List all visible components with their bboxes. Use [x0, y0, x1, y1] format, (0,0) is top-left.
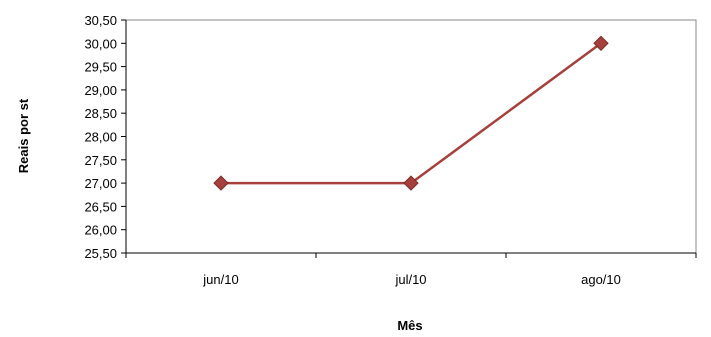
y-tick-label: 27,50: [84, 153, 117, 168]
y-tick-label: 25,50: [84, 246, 117, 261]
data-point-marker: [593, 35, 609, 52]
y-axis-title: Reais por st: [16, 98, 31, 173]
data-point-marker: [213, 175, 229, 191]
plot-frame: [125, 19, 697, 254]
y-axis-ticks: 25,50 26,00 26,50 27,00 27,50 28,00 28,50 29,00…: [84, 13, 126, 261]
y-tick-label: 30,00: [84, 36, 117, 51]
x-tick-label: ago/10: [581, 272, 621, 287]
series-group: [213, 35, 609, 191]
y-tick-label: 27,00: [84, 176, 117, 191]
y-tick-label: 28,00: [84, 130, 117, 145]
y-tick-label: 28,50: [84, 106, 117, 121]
y-tick-label: 29,50: [84, 60, 117, 75]
series-line: [221, 42, 602, 185]
y-tick-label: 29,00: [84, 83, 117, 98]
x-axis-ticks: jun/10 jul/10 ago/10: [125, 253, 697, 287]
x-tick-label: jun/10: [202, 272, 238, 287]
y-tick-label: 30,50: [84, 13, 117, 28]
x-tick-label: jul/10: [394, 272, 426, 287]
y-tick-label: 26,50: [84, 199, 117, 214]
x-axis-title: Mês: [397, 318, 422, 333]
data-point-marker: [403, 175, 419, 191]
y-tick-label: 26,00: [84, 223, 117, 238]
